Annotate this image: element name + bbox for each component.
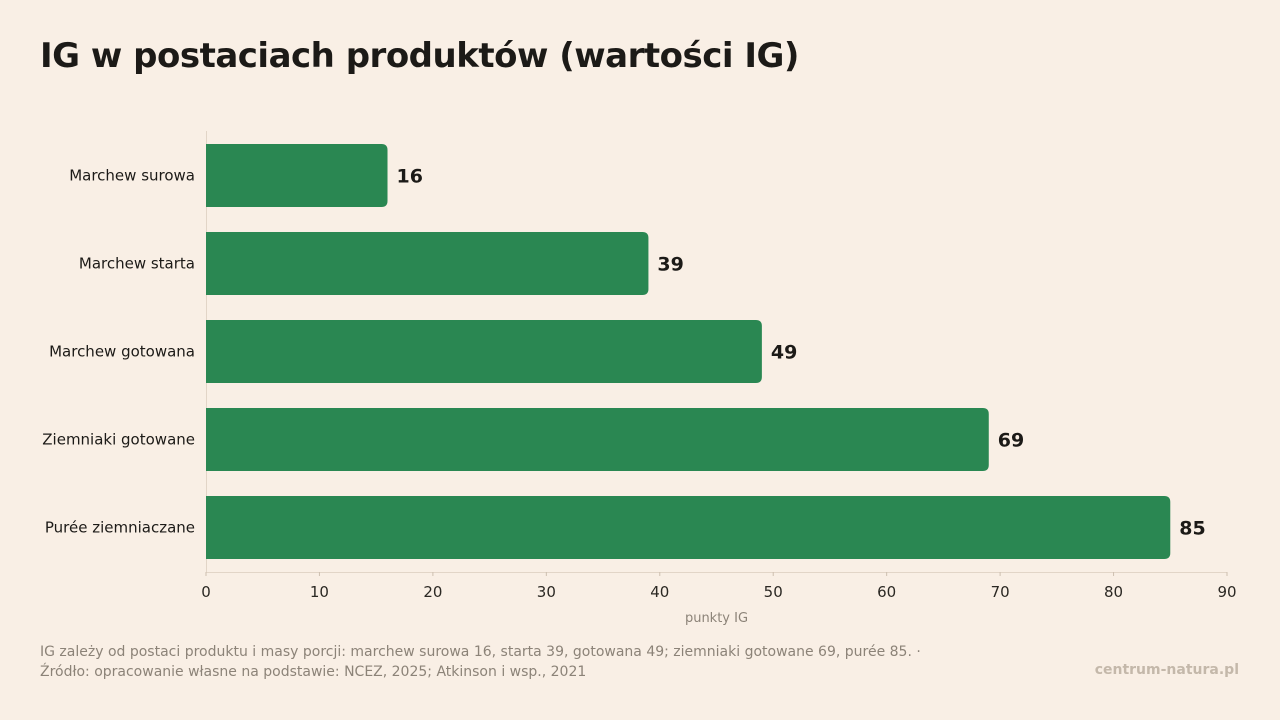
chart-axes: 0 10 20 30 40 50 60 70 80 90 punkty IG (201, 131, 1237, 626)
x-tick-label: 30 (537, 583, 556, 601)
brand-watermark: centrum-natura.pl (1094, 662, 1239, 678)
bar (206, 144, 388, 207)
data-label: 16 (397, 166, 423, 188)
x-tick-label: 10 (310, 583, 329, 601)
data-label: 39 (657, 254, 683, 276)
x-tick-label: 40 (650, 583, 669, 601)
chart-bars (206, 144, 1171, 559)
data-label: 49 (771, 342, 797, 364)
x-tick-label: 90 (1217, 583, 1236, 601)
x-tick-label: 20 (423, 583, 442, 601)
category-label: Marchew starta (79, 255, 195, 273)
data-label: 85 (1179, 518, 1205, 540)
category-label: Marchew gotowana (49, 343, 195, 361)
category-label: Ziemniaki gotowane (42, 431, 195, 449)
x-axis-label: punkty IG (685, 611, 748, 626)
bar (206, 408, 989, 471)
chart-footnote: IG zależy od postaci produktu i masy por… (40, 644, 921, 680)
x-tick-label: 0 (201, 583, 211, 601)
bar (206, 320, 762, 383)
data-label: 69 (998, 430, 1024, 452)
chart-title: IG w postaciach produktów (wartości IG) (40, 36, 799, 76)
x-tick-label: 70 (991, 583, 1010, 601)
chart-labels: Marchew surowa 16 Marchew starta 39 Marchew … (42, 166, 1205, 540)
x-tick-label: 60 (877, 583, 896, 601)
category-label: Purée ziemniaczane (45, 519, 195, 537)
x-tick-label: 80 (1104, 583, 1123, 601)
bar (206, 496, 1171, 559)
category-label: Marchew surowa (69, 167, 195, 185)
bar (206, 232, 649, 295)
x-tick-label: 50 (764, 583, 783, 601)
